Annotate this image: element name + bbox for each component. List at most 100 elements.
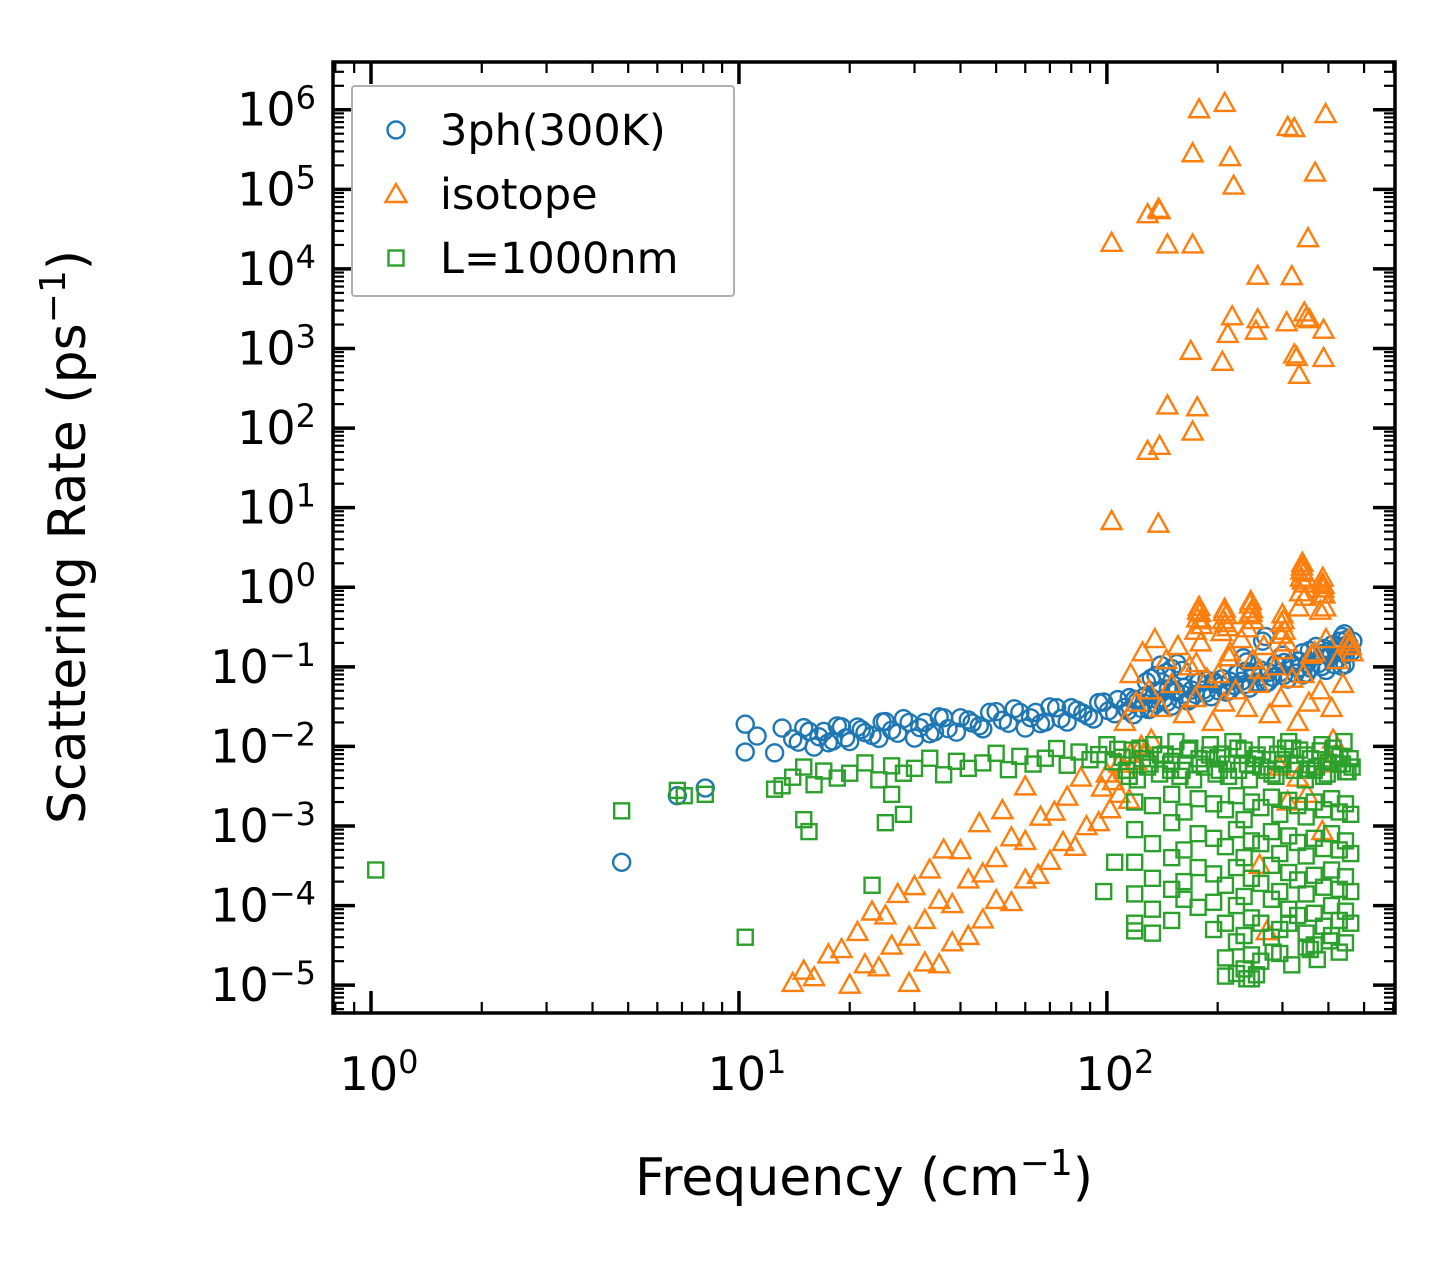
data-point — [1252, 952, 1270, 970]
data-point — [1302, 639, 1327, 662]
data-point — [931, 836, 956, 859]
data-point — [1262, 788, 1281, 806]
y-tick-label: 10−4 — [210, 875, 316, 933]
data-point — [940, 891, 965, 914]
data-point — [1058, 756, 1076, 774]
data-point — [1297, 306, 1322, 329]
data-point — [1330, 880, 1348, 899]
data-point — [1143, 924, 1162, 942]
data-point — [984, 845, 1009, 868]
data-point — [367, 861, 385, 879]
y-tick-label: 104 — [237, 238, 316, 296]
data-point — [1252, 914, 1270, 932]
data-point — [920, 724, 940, 744]
data-point — [873, 903, 898, 925]
data-point — [910, 717, 930, 738]
data-point — [1305, 761, 1323, 780]
data-point — [1204, 795, 1223, 813]
data-point — [809, 727, 829, 747]
data-point — [1146, 511, 1171, 533]
data-point — [885, 881, 910, 904]
data-point — [851, 719, 871, 740]
data-point — [1125, 885, 1144, 903]
data-point — [1286, 594, 1311, 617]
data-point — [1161, 761, 1180, 780]
data-point — [1305, 904, 1323, 922]
data-point — [1180, 419, 1205, 441]
data-point — [1136, 677, 1161, 700]
plot-frame — [331, 60, 1397, 1015]
data-point — [1175, 872, 1193, 891]
data-point — [970, 906, 995, 929]
data-point — [675, 787, 693, 805]
data-point — [1336, 832, 1355, 850]
data-point — [1040, 697, 1060, 717]
data-point — [1020, 708, 1041, 728]
data-point — [1296, 746, 1314, 764]
data-point — [1073, 703, 1093, 723]
data-point — [1314, 767, 1333, 786]
data-point — [1311, 576, 1336, 598]
data-point — [1342, 805, 1360, 824]
data-point — [1217, 639, 1242, 662]
data-point — [1051, 708, 1071, 729]
data-point — [780, 970, 805, 993]
data-point — [1285, 709, 1310, 732]
y-tick-label: 10−3 — [210, 795, 316, 853]
data-point — [1240, 647, 1265, 670]
data-point — [1274, 309, 1299, 332]
data-point — [986, 701, 1006, 722]
data-point — [1313, 626, 1339, 649]
data-point — [1159, 671, 1184, 694]
data-point — [800, 822, 818, 841]
data-point — [1141, 755, 1159, 773]
data-point — [1051, 829, 1076, 852]
data-point — [1246, 671, 1271, 694]
data-point — [1177, 653, 1202, 676]
data-point — [1263, 653, 1288, 676]
data-point — [899, 712, 919, 733]
data-point — [1186, 598, 1211, 620]
data-point — [1173, 761, 1191, 780]
data-point — [1295, 225, 1321, 248]
data-point — [1117, 761, 1136, 780]
data-point — [869, 728, 889, 749]
data-point — [1293, 584, 1318, 606]
data-point — [882, 785, 901, 804]
data-point — [1247, 657, 1272, 680]
data-point — [747, 726, 767, 746]
data-point — [764, 743, 785, 763]
data-point — [1284, 344, 1309, 367]
data-point — [970, 860, 995, 883]
data-point — [1047, 739, 1066, 758]
data-point — [1235, 810, 1253, 829]
data-point — [1120, 767, 1138, 786]
data-point — [1272, 618, 1297, 640]
data-point — [1279, 263, 1304, 286]
data-point — [917, 857, 942, 879]
data-point — [1210, 761, 1228, 780]
data-point — [1200, 746, 1219, 764]
data-point — [1303, 160, 1328, 182]
data-point — [1216, 949, 1235, 967]
data-point — [1324, 739, 1342, 757]
data-point — [1189, 858, 1207, 877]
data-point — [784, 768, 802, 786]
data-point — [1283, 956, 1301, 974]
data-point — [1112, 709, 1138, 732]
data-point — [1330, 943, 1348, 961]
data-point — [1242, 832, 1261, 850]
data-point — [860, 899, 885, 921]
data-point — [1280, 791, 1298, 810]
data-point — [1243, 318, 1268, 340]
data-point — [1147, 433, 1172, 456]
data-point — [1252, 874, 1270, 893]
data-point — [1024, 755, 1042, 773]
data-point — [1125, 820, 1144, 839]
data-point — [1210, 349, 1235, 372]
data-point — [805, 776, 823, 794]
data-point — [1204, 893, 1223, 911]
data-point — [1211, 690, 1236, 712]
